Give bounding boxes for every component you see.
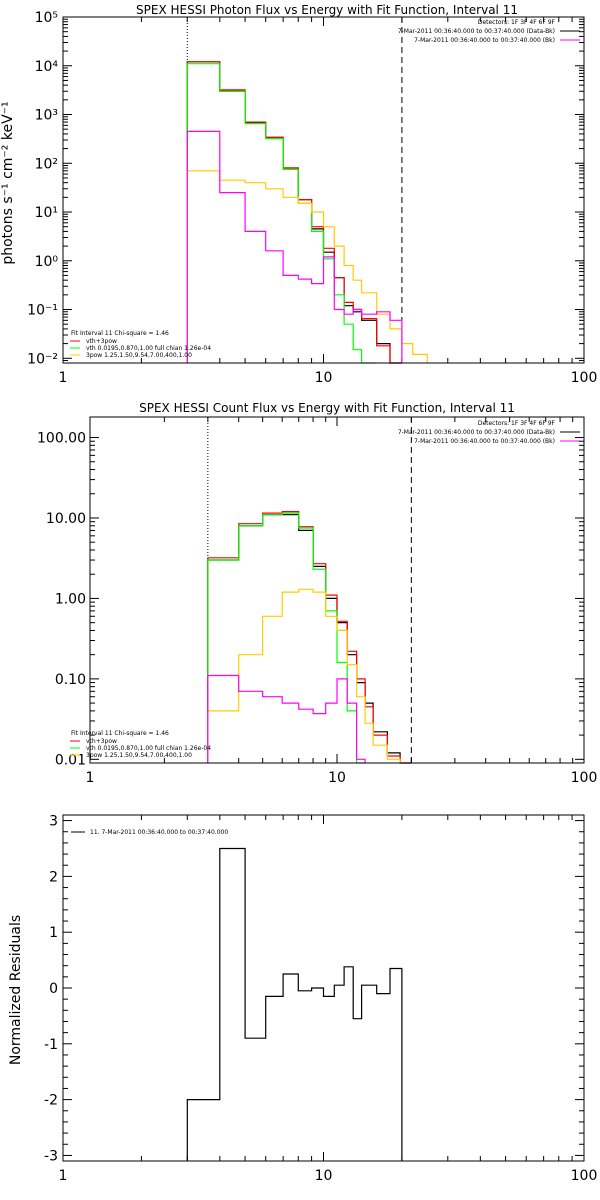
info-block: Detectors: 1F 3F 4F 6F 9F 7-Mar-2011 00:… [398,19,580,44]
legend-total-label: vth+3pow [86,738,117,745]
legend-vth-label: vth 0.0195,0.870,1.00 full chian 1.26e-0… [86,745,211,752]
series-line-1 [186,61,402,364]
legend-fit-info: Fit Interval 11 Chi-square = 1.46 [71,330,169,337]
info-line-detectors: Detectors: 1F 3F 4F 6F 9F [478,420,556,427]
x-tick-label: 10 [315,1168,333,1184]
series-line-0 [186,61,402,364]
y-tick-label: 10⁰ [35,254,59,270]
y-tick-label: 100.00 [37,431,86,447]
y-tick-label: 10⁻¹ [27,303,58,319]
series-line-0 [186,847,403,1161]
x-tick-label: 10 [315,370,333,386]
series-group [186,61,428,364]
y-tick-label: 10³ [35,108,58,124]
residuals-panel: Normalized Residuals 1 10 100 -3 -2 -1 0 1 2 3 11… [8,814,597,1184]
legend: Fit Interval 11 Chi-square = 1.46 vth+3p… [70,730,211,759]
plot-frame [89,416,585,764]
y-tick-label: 0.10 [55,672,86,688]
photon-flux-panel: SPEX HESSI Photon Flux vs Energy with Fi… [0,3,597,386]
series-line-3 [207,588,401,763]
y-tick-label: 1 [49,925,58,941]
legend: Fit Interval 11 Chi-square = 1.46 vth+3p… [70,330,211,359]
x-tick-label: 1 [59,370,68,386]
series-line-4 [207,674,366,763]
y-tick-label: -1 [44,1037,58,1053]
y-tick-label: 1.00 [55,591,86,607]
legend-total-label: vth+3pow [86,338,117,345]
series-line-2 [207,512,366,764]
x-tick-label: 10 [328,770,346,786]
legend-vth-label: vth 0.0195,0.870,1.00 full chian 1.26e-0… [86,345,211,352]
legend-3pow-label: 3pow 1.25,1.50,9.54,7.00,400,1.00 [86,752,192,759]
y-tick-label: 0.01 [55,752,86,768]
plot-frame [62,814,585,1162]
plot-frame [62,16,585,364]
y-tick-label: 2 [49,869,58,885]
info-line-bk: 7-Mar-2011 00:36:40.000 to 00:37:40.000 … [414,37,555,44]
series-group [207,511,412,764]
axis-ticks: 1 10 100 0.01 0.10 1.00 10.00 100.00 [37,417,597,786]
info-line-bk: 7-Mar-2011 00:36:40.000 to 00:37:40.000 … [414,438,555,445]
legend-3pow-label: 3pow 1.25,1.50,9.54,7.00,400,1.00 [86,352,192,359]
panel-title: SPEX HESSI Count Flux vs Energy with Fit… [139,401,515,415]
y-tick-label: 10¹ [35,205,58,221]
y-tick-label: -3 [44,1148,58,1164]
series-group [186,847,403,1161]
axis-ticks: 1 10 100 -3 -2 -1 0 1 2 3 [44,814,597,1184]
legend-fit-info: Fit Interval 11 Chi-square = 1.46 [71,730,169,737]
info-line-data: 7-Mar-2011 00:36:40.000 to 00:37:40.000 … [398,429,555,436]
y-tick-label: 0 [49,981,58,997]
axis-ticks: 1 10 100 10⁻² 10⁻¹ 10⁰ 10¹ 10² 10³ 10⁴ 10⁵ [27,10,597,386]
info-block: Detectors: 1F 3F 4F 6F 9F 7-Mar-2011 00:… [398,420,580,445]
count-flux-panel: SPEX HESSI Count Flux vs Energy with Fit… [37,401,597,786]
y-tick-label: 10⁻² [27,351,58,367]
y-tick-label: 10.00 [46,511,86,527]
x-tick-label: 100 [571,370,598,386]
y-tick-label: 3 [49,814,58,830]
legend: 11. 7-Mar-2011 00:36:40.000 to 00:37:40.… [71,829,228,836]
series-line-3 [186,170,428,363]
info-line-detectors: Detectors: 1F 3F 4F 6F 9F [478,19,556,26]
x-tick-label: 100 [571,1168,598,1184]
y-tick-label: 10² [35,156,58,172]
series-line-2 [186,63,377,364]
info-line-data: 7-Mar-2011 00:36:40.000 to 00:37:40.000 … [398,28,555,35]
y-axis-label: Normalized Residuals [8,915,24,1065]
legend-interval-label: 11. 7-Mar-2011 00:36:40.000 to 00:37:40.… [90,829,228,836]
panel-title: SPEX HESSI Photon Flux vs Energy with Fi… [136,3,518,17]
y-axis-label: photons s⁻¹ cm⁻² keV⁻¹ [0,101,16,264]
y-tick-label: -2 [44,1093,58,1109]
x-tick-label: 1 [59,1168,68,1184]
y-tick-label: 10⁴ [35,59,59,75]
x-tick-label: 100 [571,770,598,786]
series-line-4 [186,130,403,363]
x-tick-label: 1 [86,770,95,786]
y-tick-label: 10⁵ [35,10,58,26]
